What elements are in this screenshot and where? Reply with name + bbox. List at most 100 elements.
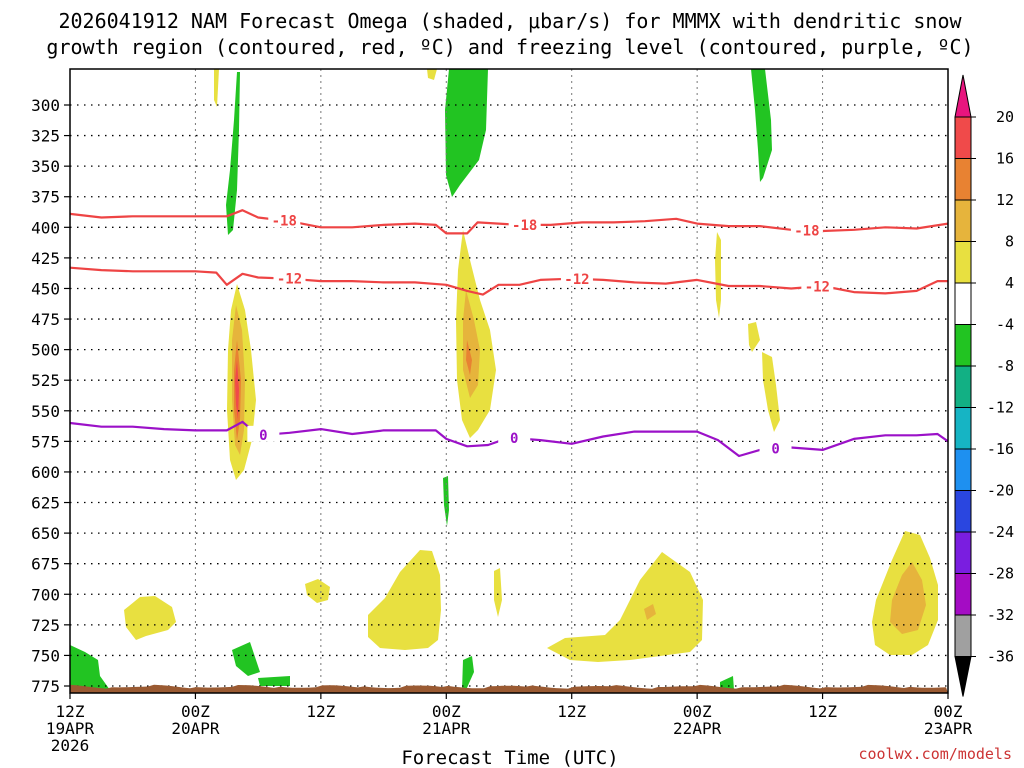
omega-region-yellow — [748, 322, 760, 352]
y-tick-label: 475 — [31, 310, 60, 329]
y-tick-label: 325 — [31, 127, 60, 146]
x-tick-label: 21APR — [422, 719, 471, 738]
contour-label-background — [759, 439, 792, 456]
contour-label-background — [273, 269, 306, 286]
y-tick-label: 375 — [31, 188, 60, 207]
omega-region-orange — [463, 290, 480, 398]
y-tick-label: 400 — [31, 218, 60, 237]
omega-region-orange — [644, 604, 656, 620]
colorbar-swatch — [954, 407, 972, 450]
y-tick-label: 725 — [31, 616, 60, 635]
y-tick-label: 700 — [31, 585, 60, 604]
colorbar-swatch — [954, 490, 972, 533]
y-tick-label: 675 — [31, 555, 60, 574]
x-tick-label: 12Z — [557, 702, 586, 721]
colorbar-label: -36 — [987, 648, 1014, 666]
x-tick-label: 23APR — [924, 719, 973, 738]
contour-label: -18 — [512, 218, 537, 234]
colorbar-label: 4 — [1005, 274, 1014, 292]
colorbar-label: 12 — [996, 191, 1014, 209]
y-tick-label: 450 — [31, 279, 60, 298]
omega-region-green — [232, 642, 260, 676]
colorbar-swatch — [954, 573, 972, 616]
omega-region-green — [226, 72, 240, 235]
pressure-axis: 300 325 350 375 400 425 450 475 500 525 550 575 600 6… — [31, 96, 70, 696]
colorbar-swatch — [954, 282, 972, 325]
plot-grid — [70, 69, 948, 693]
x-tick-label: 00Z — [683, 702, 712, 721]
omega-region-green — [445, 69, 488, 197]
contour-label-background — [508, 215, 541, 232]
y-tick-label: 775 — [31, 677, 60, 696]
colorbar-swatch — [954, 365, 972, 408]
colorbar-swatch — [954, 199, 972, 242]
contour-label-background — [560, 269, 593, 286]
site-credit: coolwx.com/models — [858, 745, 1012, 763]
contour-label-background — [790, 221, 823, 238]
omega-region-green — [70, 645, 110, 690]
colorbar-cap-top — [954, 74, 972, 118]
contour-label-background — [498, 429, 531, 446]
omega-region-orange — [890, 562, 926, 634]
contour-line — [70, 209, 948, 235]
colorbar-cap-bottom — [954, 656, 972, 697]
contour-label-background — [268, 211, 301, 228]
colorbar-swatch — [954, 531, 972, 574]
omega-region-yellow — [715, 232, 721, 318]
contour-label: -18 — [272, 214, 297, 230]
y-tick-label: 650 — [31, 524, 60, 543]
omega-region-yellow — [494, 568, 502, 617]
omega-region-yellow — [427, 69, 437, 80]
contour-label: 0 — [771, 442, 779, 458]
omega-region-yellow — [762, 352, 780, 432]
x-tick-label: 20APR — [171, 719, 220, 738]
omega-region-yellow — [368, 550, 441, 650]
contour-label: -18 — [794, 223, 819, 239]
contour-label: 0 — [510, 431, 518, 447]
omega-region-green — [720, 676, 734, 690]
x-tick-label: 12Z — [306, 702, 335, 721]
y-tick-label: 525 — [31, 371, 60, 390]
chart-title-line-1: 2026041912 NAM Forecast Omega (shaded, μ… — [58, 9, 962, 33]
colorbar-swatch — [954, 614, 972, 657]
temperature-contours — [70, 209, 948, 458]
contour-label-background — [247, 425, 280, 442]
x-axis-label: Forecast Time (UTC) — [401, 747, 618, 768]
x-tick-label: 12Z — [808, 702, 837, 721]
contour-label: -12 — [277, 272, 302, 288]
omega-region-yellow — [214, 69, 219, 107]
y-tick-label: 350 — [31, 157, 60, 176]
x-tick-label: 12Z — [56, 702, 85, 721]
omega-region-yellow — [547, 552, 703, 662]
colorbar-label: 8 — [1005, 233, 1014, 251]
colorbar-label: 20 — [996, 108, 1014, 126]
omega-region-green — [751, 69, 772, 182]
omega-region-green — [462, 656, 474, 690]
omega-shading-layer — [70, 69, 938, 690]
x-tick-label: 22APR — [673, 719, 722, 738]
omega-region-green — [258, 676, 290, 686]
y-tick-label: 750 — [31, 646, 60, 665]
omega-region-red — [235, 360, 239, 420]
colorbar-label: -8 — [996, 357, 1014, 375]
colorbar-label: -12 — [987, 399, 1014, 417]
x-tick-label: 19APR — [46, 719, 95, 738]
x-tick-label: 00Z — [181, 702, 210, 721]
contour-label-background — [801, 277, 834, 294]
colorbar-label: -24 — [987, 523, 1014, 541]
y-tick-label: 550 — [31, 402, 60, 421]
y-tick-label: 575 — [31, 432, 60, 451]
colorbar-label: -32 — [987, 606, 1014, 624]
x-tick-label: 00Z — [934, 702, 963, 721]
contour-label: -12 — [805, 279, 830, 295]
contour-labels: -18 -18 -18 -12 -12 -12 0 0 0 — [247, 211, 834, 458]
y-tick-label: 600 — [31, 463, 60, 482]
colorbar-swatch — [954, 158, 972, 201]
y-tick-label: 425 — [31, 249, 60, 268]
colorbar-label: -20 — [987, 482, 1014, 500]
x-tick-label: 2026 — [51, 736, 90, 755]
x-tick-label: 00Z — [432, 702, 461, 721]
colorbar-label: -28 — [987, 565, 1014, 583]
colorbar-swatch — [954, 241, 972, 284]
